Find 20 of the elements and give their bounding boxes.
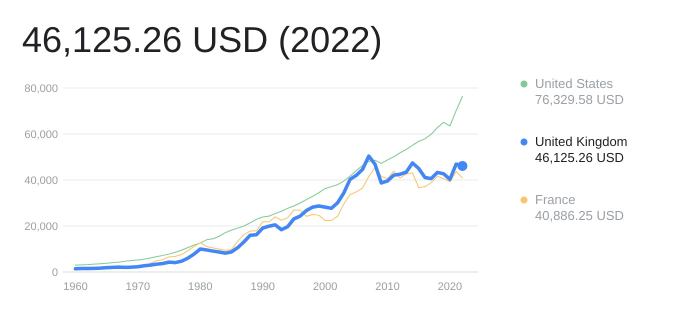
y-tick-label: 20,000 [24, 221, 58, 233]
legend-label: France [535, 192, 576, 207]
x-tick-label: 1960 [63, 281, 88, 293]
legend-label: United States [535, 76, 614, 91]
x-tick-label: 2010 [375, 281, 400, 293]
text: 76,329.58 USD [535, 92, 624, 107]
x-tick-label: 1990 [250, 281, 275, 293]
y-tick-label: 40,000 [24, 175, 58, 187]
x-tick-label: 2020 [438, 281, 462, 293]
text: 46,125.26 USD [535, 150, 624, 165]
x-tick-label: 1980 [188, 281, 213, 293]
chart-title: 46,125.26 USD (2022) [22, 19, 382, 60]
y-tick-label: 0 [52, 267, 58, 279]
x-tick-label: 1970 [126, 281, 150, 293]
line-series [74, 96, 463, 266]
y-tick-label: 60,000 [24, 129, 58, 141]
x-tick-label: 2000 [312, 281, 338, 293]
legend-label: United Kingdom [535, 134, 628, 149]
text: 40,886.25 USD [535, 208, 624, 223]
y-tick-label: 80,000 [24, 83, 58, 95]
